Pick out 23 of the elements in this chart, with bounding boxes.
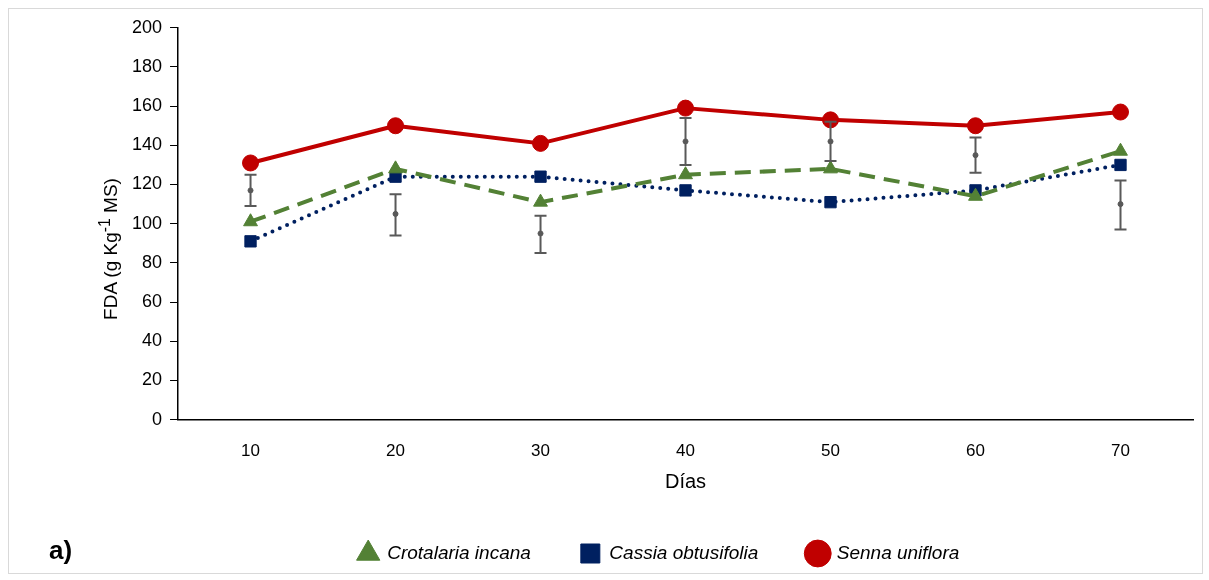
x-tick-label: 30 [531, 441, 550, 461]
y-tick-label: 120 [131, 173, 163, 194]
y-tick-label: 140 [131, 134, 163, 155]
x-tick-label: 10 [241, 441, 260, 461]
y-tick-label: 20 [142, 369, 163, 390]
y-tick-label: 40 [142, 330, 163, 351]
y-tick-label: 80 [142, 251, 163, 272]
y-tick-label: 60 [142, 291, 163, 312]
x-tick-label: 70 [1111, 441, 1130, 461]
legend-label: Senna uniflora [836, 541, 960, 563]
legend-label: Cassia obtusifolia [609, 541, 759, 563]
y-tick-label: 200 [131, 16, 163, 37]
x-tick-label: 20 [386, 441, 405, 461]
legend-label: Crotalaria incana [387, 541, 531, 563]
y-tick-label: 160 [131, 95, 163, 116]
x-axis-title: Días [664, 469, 707, 492]
y-tick-label: 100 [131, 212, 163, 233]
text: a) [49, 535, 73, 565]
x-tick-label: 60 [966, 441, 985, 461]
x-tick-label: 40 [676, 441, 695, 461]
y-tick-label: 0 [152, 408, 163, 429]
x-tick-label: 50 [821, 441, 840, 461]
y-tick-label: 180 [131, 55, 163, 76]
